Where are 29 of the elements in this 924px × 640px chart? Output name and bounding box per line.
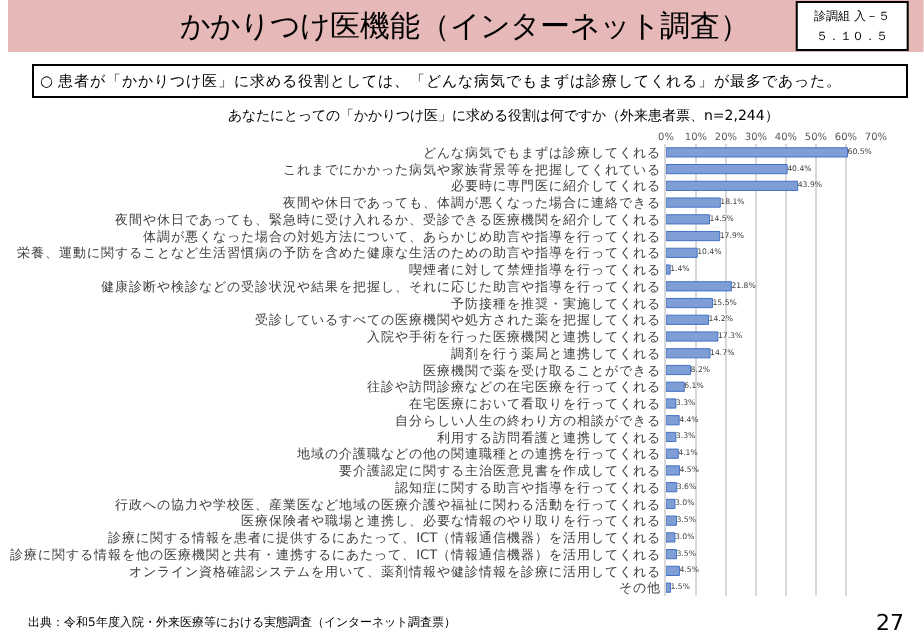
- bar: [665, 264, 671, 275]
- bar: [665, 549, 677, 560]
- bar: [665, 465, 680, 476]
- bar: [665, 515, 677, 526]
- text: 27: [876, 610, 904, 636]
- bar: [665, 482, 678, 493]
- bar: [665, 197, 721, 208]
- bar: [665, 364, 692, 376]
- bar: [665, 381, 685, 392]
- bar: [665, 331, 719, 342]
- bar: [665, 180, 799, 191]
- bar: [665, 415, 680, 426]
- bar: [665, 297, 713, 309]
- bar: [665, 431, 677, 443]
- bar: [665, 247, 698, 258]
- bar: [665, 582, 671, 593]
- bar: [665, 565, 680, 576]
- chart-title: かかりつけ医機能（インターネット調査）: [180, 8, 750, 44]
- bar: [665, 214, 710, 225]
- bar: [665, 448, 679, 459]
- bar: [665, 498, 676, 510]
- bar: [665, 532, 676, 543]
- bar: [665, 147, 848, 158]
- bar: [665, 348, 711, 359]
- bar: [665, 164, 788, 175]
- bar: [665, 281, 732, 292]
- bar: [665, 314, 710, 325]
- bar: [665, 398, 677, 409]
- bar: [665, 230, 721, 242]
